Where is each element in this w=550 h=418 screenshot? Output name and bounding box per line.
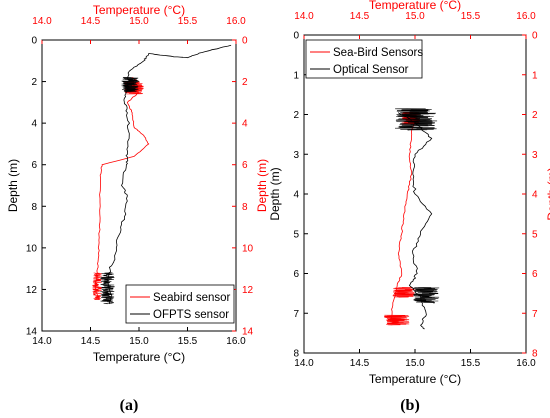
x-axis-label: Temperature (°C) — [93, 350, 185, 364]
panel-caption: (b) — [400, 397, 420, 414]
y-tick-label: 4 — [293, 190, 299, 201]
y-right-tick-label: 1 — [532, 70, 538, 81]
x-tick-label: 16.0 — [516, 358, 536, 369]
y-tick-label: 3 — [293, 150, 299, 161]
y-tick-label: 8 — [293, 349, 299, 360]
y-right-tick-label: 2 — [242, 77, 248, 88]
series-noise-sea-bird-sensors — [383, 314, 410, 326]
x-top-axis-label: Temperature (°C) — [369, 0, 461, 12]
y-right-axis-label: Depth (m) — [255, 159, 269, 212]
panel-caption: (a) — [120, 397, 139, 414]
y-tick-label: 7 — [293, 309, 299, 320]
x-top-tick-label: 14.0 — [32, 16, 52, 27]
y-tick-label: 4 — [31, 119, 37, 130]
x-top-tick-label: 15.5 — [178, 16, 198, 27]
x-tick-label: 14.0 — [294, 358, 314, 369]
series-noise-optical-sensor — [394, 108, 438, 131]
x-tick-label: 14.5 — [350, 358, 370, 369]
y-tick-label: 8 — [31, 202, 37, 213]
series-line-ofpts-sensor — [106, 44, 232, 305]
series-noise-seabird-sensor — [92, 272, 103, 300]
y-tick-label: 14 — [26, 327, 38, 338]
y-right-tick-label: 0 — [532, 31, 538, 42]
legend-label: Optical Sensor — [333, 64, 409, 76]
y-right-tick-label: 4 — [242, 119, 248, 130]
series-noise-ofpts-sensor — [100, 272, 115, 305]
x-tick-label: 16.0 — [226, 336, 246, 347]
y-right-tick-label: 12 — [242, 285, 254, 296]
x-tick-label: 15.5 — [461, 358, 481, 369]
y-tick-label: 6 — [293, 269, 299, 280]
x-tick-label: 14.5 — [81, 336, 101, 347]
y-right-tick-label: 6 — [242, 160, 248, 171]
legend-label: Sea-Bird Sensors — [333, 47, 423, 59]
x-axis-label: Temperature (°C) — [369, 372, 461, 386]
y-tick-label: 10 — [26, 243, 38, 254]
y-tick-label: 0 — [293, 31, 299, 42]
x-top-tick-label: 16.0 — [226, 16, 246, 27]
y-tick-label: 1 — [293, 70, 299, 81]
x-top-tick-label: 16.0 — [516, 11, 536, 22]
y-right-tick-label: 2 — [532, 110, 538, 121]
x-top-tick-label: 15.0 — [129, 16, 149, 27]
y-right-tick-label: 8 — [242, 202, 248, 213]
y-right-tick-label: 4 — [532, 190, 538, 201]
y-tick-label: 0 — [31, 36, 37, 47]
y-right-tick-label: 6 — [532, 269, 538, 280]
y-right-tick-label: 5 — [532, 229, 538, 240]
series-line-seabird-sensor — [94, 77, 150, 300]
legend-box — [125, 284, 235, 324]
y-tick-label: 12 — [26, 285, 38, 296]
y-axis-label: Depth (m) — [6, 159, 20, 212]
series-noise-sea-bird-sensors — [392, 287, 415, 298]
series-line-optical-sensor — [398, 112, 433, 330]
x-top-axis-label: Temperature (°C) — [93, 3, 185, 17]
legend-label: OFPTS sensor — [153, 309, 229, 321]
series-noise-ofpts-sensor — [121, 77, 140, 93]
y-tick-label: 5 — [293, 229, 299, 240]
y-right-axis-label: Depth (m) — [545, 167, 550, 220]
series-noise-optical-sensor — [412, 287, 440, 304]
legend-label: Seabird sensor — [153, 292, 231, 304]
y-right-tick-label: 14 — [242, 327, 254, 338]
x-tick-label: 15.0 — [129, 336, 149, 347]
y-axis-label: Depth (m) — [268, 167, 282, 220]
y-right-tick-label: 10 — [242, 243, 254, 254]
y-tick-label: 6 — [31, 160, 37, 171]
x-tick-label: 15.0 — [405, 358, 425, 369]
x-tick-label: 14.0 — [32, 336, 52, 347]
x-top-tick-label: 14.5 — [350, 11, 370, 22]
x-top-tick-label: 15.5 — [461, 11, 481, 22]
x-top-tick-label: 14.0 — [294, 11, 314, 22]
x-top-tick-label: 15.0 — [405, 11, 425, 22]
y-tick-label: 2 — [293, 110, 299, 121]
y-tick-label: 2 — [31, 77, 37, 88]
y-right-tick-label: 3 — [532, 150, 538, 161]
x-tick-label: 15.5 — [178, 336, 198, 347]
y-right-tick-label: 0 — [242, 36, 248, 47]
x-top-tick-label: 14.5 — [81, 16, 101, 27]
legend-box — [305, 39, 423, 79]
y-right-tick-label: 7 — [532, 309, 538, 320]
y-right-tick-label: 8 — [532, 349, 538, 360]
